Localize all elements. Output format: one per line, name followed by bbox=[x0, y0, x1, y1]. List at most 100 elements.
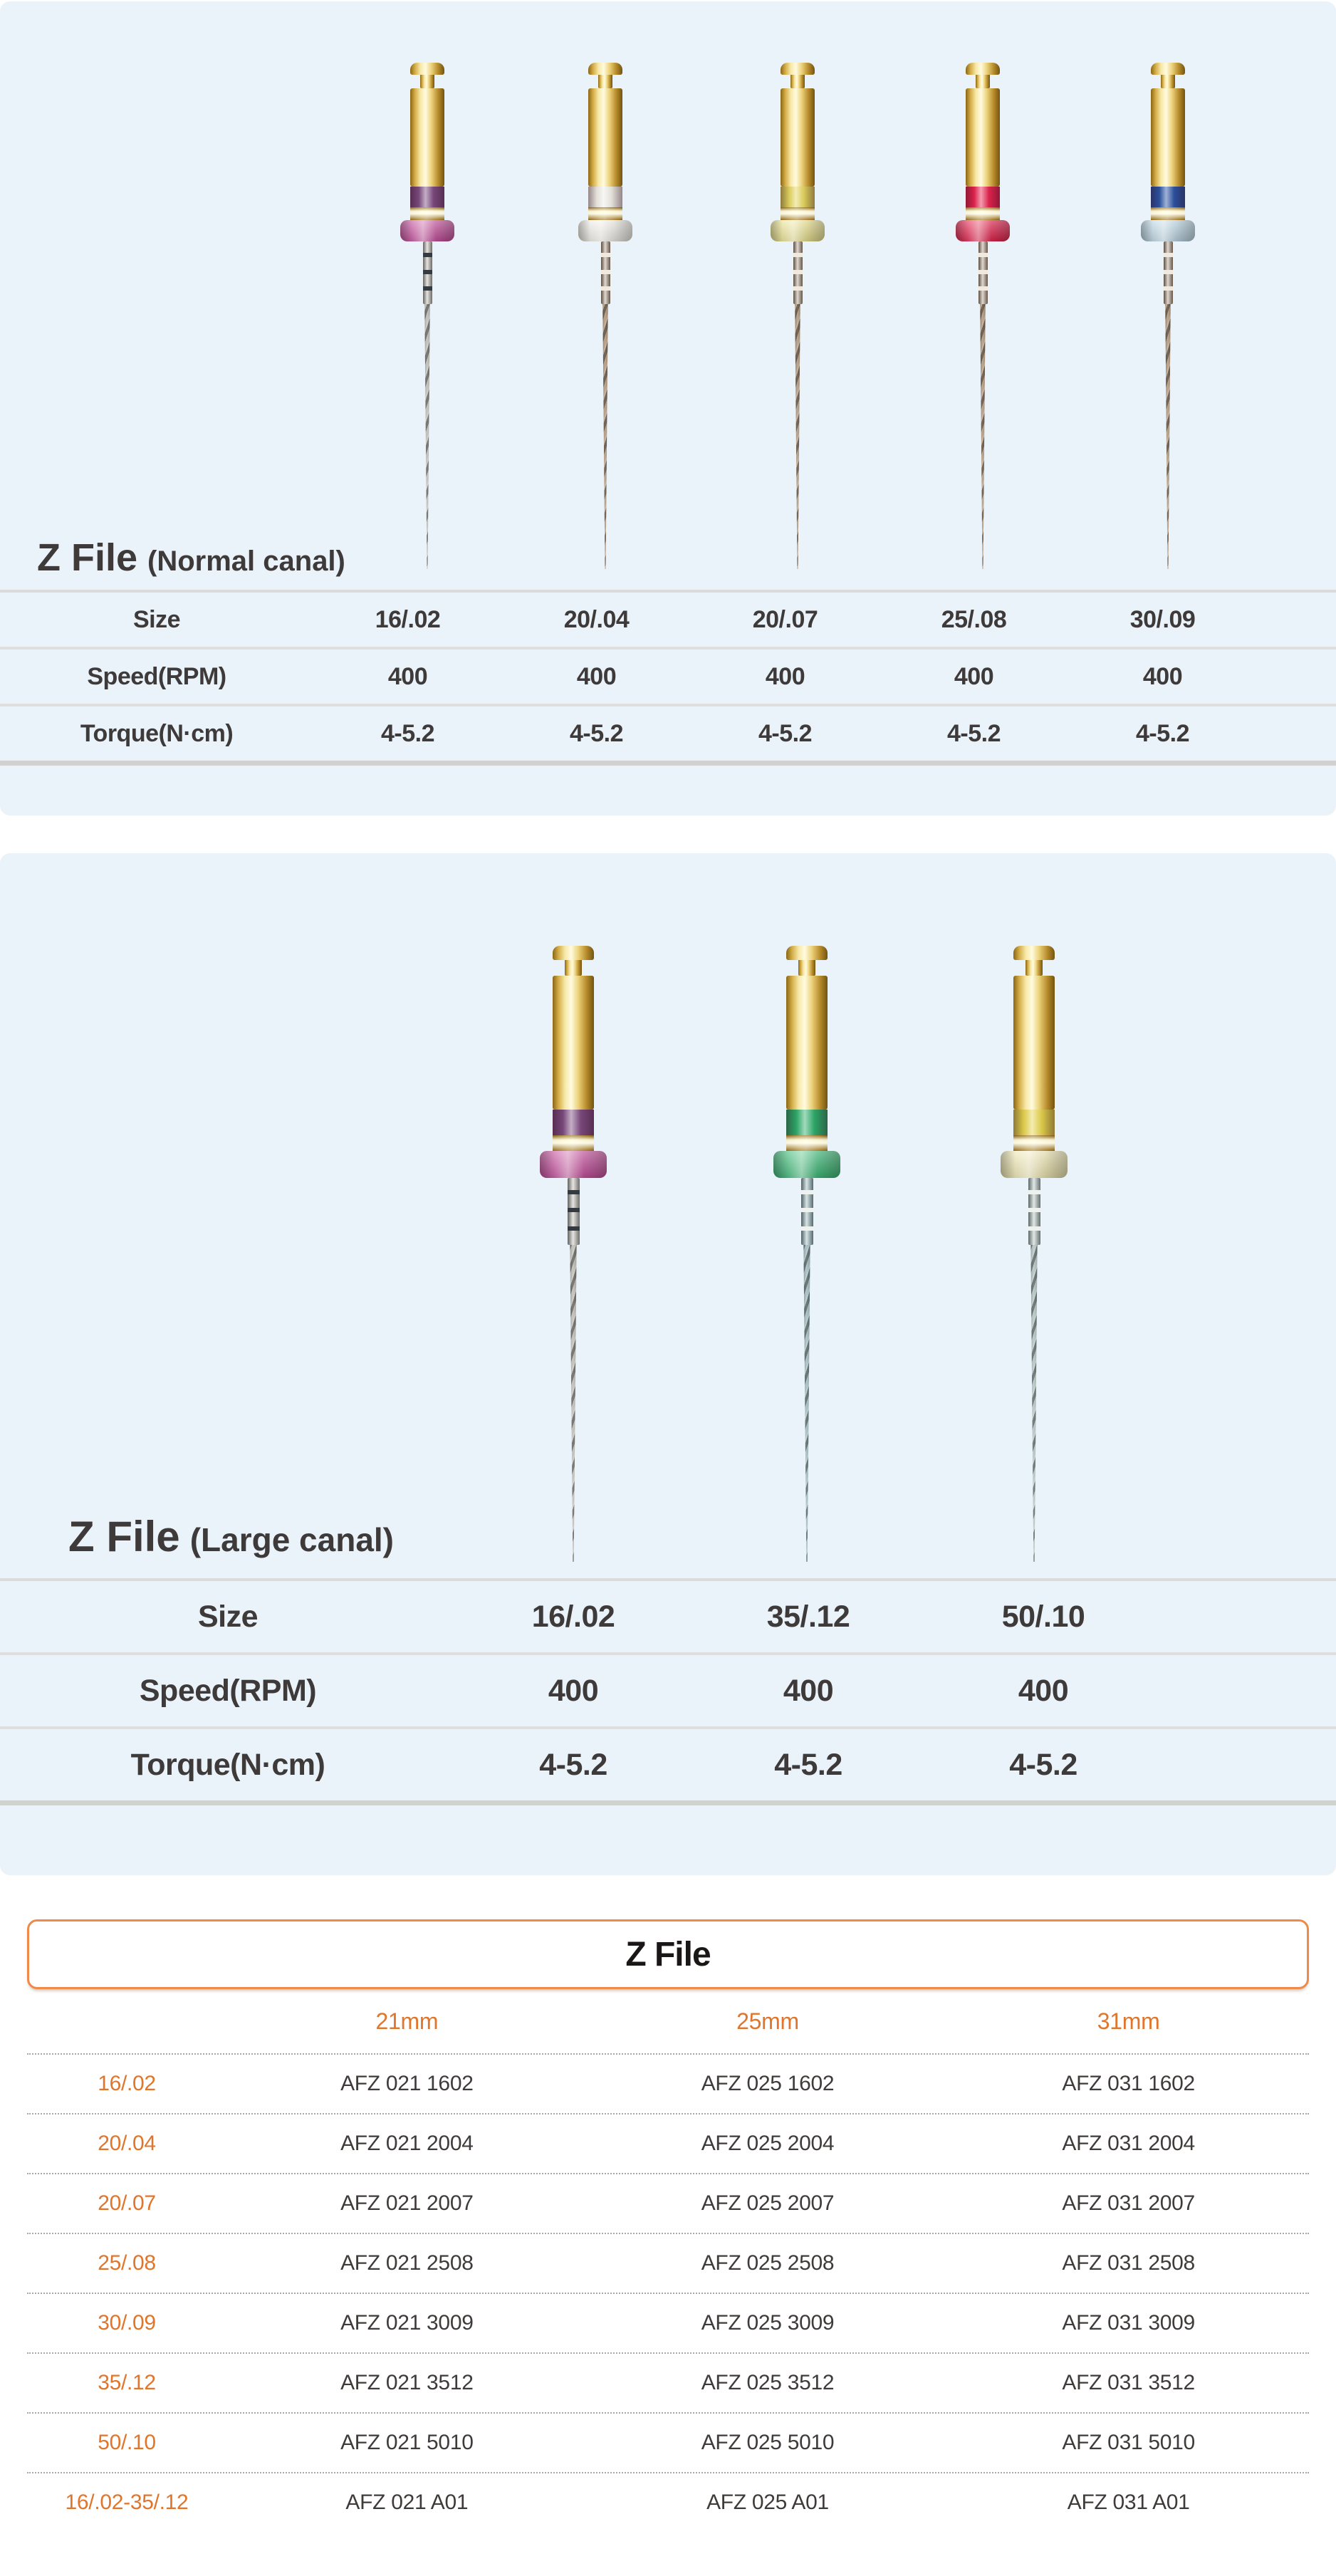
spec-value-cell: 20/.07 bbox=[752, 605, 818, 633]
file-color-band bbox=[410, 187, 444, 207]
spec-table-row: Speed(RPM) 400 400 400 bbox=[0, 1652, 1336, 1726]
catalog-row: 16/.02-35/.12 AFZ 021 A01 AFZ 025 A01 AFZ 0… bbox=[27, 2472, 1309, 2532]
file-image-20/.04 bbox=[578, 63, 632, 569]
file-depth-ring bbox=[1163, 253, 1173, 257]
spec-value-cell: 35/.12 bbox=[766, 1599, 850, 1634]
spec-table-row: Torque(N·cm) 4-5.2 4-5.2 4-5.2 4-5.2 4-5.2 bbox=[0, 704, 1336, 761]
catalog-code-cell: AFZ 021 2508 bbox=[340, 2251, 474, 2275]
file-ferrule bbox=[1151, 207, 1185, 220]
file-depth-ring bbox=[567, 1208, 580, 1212]
file-neck bbox=[798, 960, 815, 976]
file-ferrule bbox=[410, 207, 444, 220]
section-title-main: Z File bbox=[68, 1512, 180, 1560]
spec-value-cell: 400 bbox=[1018, 1673, 1069, 1708]
file-stopper-disc bbox=[400, 220, 454, 241]
spec-value-cell: 400 bbox=[1142, 662, 1183, 690]
spec-value-cell: 400 bbox=[548, 1673, 599, 1708]
spec-value-cell: 25/.08 bbox=[941, 605, 1007, 633]
file-ferrule bbox=[966, 207, 1000, 220]
file-depth-ring bbox=[567, 1190, 580, 1194]
spec-row-label: Speed(RPM) bbox=[87, 662, 226, 690]
spec-value-cell: 16/.02 bbox=[531, 1599, 615, 1634]
file-shaft-upper bbox=[978, 241, 988, 304]
file-depth-ring bbox=[793, 253, 803, 257]
spec-table-large: Size 16/.02 35/.12 50/.10 Speed(RPM) 400 400 40… bbox=[0, 1578, 1336, 1805]
file-shaft-upper bbox=[600, 241, 610, 304]
catalog-size-label: 30/.09 bbox=[98, 2311, 156, 2335]
catalog-code-cell: AFZ 031 2007 bbox=[1062, 2191, 1195, 2215]
file-depth-ring bbox=[800, 1190, 813, 1194]
catalog-code-cell: AFZ 025 2508 bbox=[701, 2251, 835, 2275]
catalog-code-cell: AFZ 021 3512 bbox=[340, 2371, 474, 2394]
catalog-row: 30/.09 AFZ 021 3009 AFZ 025 3009 AFZ 031 30… bbox=[27, 2293, 1309, 2352]
file-ferrule bbox=[588, 207, 622, 220]
file-cap bbox=[966, 63, 1000, 75]
catalog-code-cell: AFZ 031 2004 bbox=[1062, 2132, 1195, 2155]
file-neck bbox=[598, 75, 612, 88]
file-depth-ring bbox=[800, 1226, 813, 1231]
spec-table-normal: Size 16/.02 20/.04 20/.07 25/.08 30/.09 Speed(… bbox=[0, 590, 1336, 766]
file-stopper-disc bbox=[578, 220, 632, 241]
catalog-code-cell: AFZ 025 1602 bbox=[701, 2072, 835, 2095]
file-cutting-flutes bbox=[602, 304, 608, 569]
file-cap bbox=[553, 946, 594, 960]
file-stopper-disc bbox=[773, 1151, 840, 1178]
file-cutting-flutes bbox=[980, 304, 986, 569]
catalog-code-cell: AFZ 025 5010 bbox=[701, 2431, 835, 2454]
catalog-size-label: 20/.07 bbox=[98, 2191, 156, 2215]
spec-value-cell: 4-5.2 bbox=[570, 719, 624, 747]
ordering-table-title: Z File bbox=[625, 1935, 711, 1973]
spec-value-cell: 400 bbox=[576, 662, 617, 690]
spec-row-label: Speed(RPM) bbox=[139, 1673, 317, 1708]
file-cutting-flutes bbox=[570, 1245, 577, 1562]
spec-table-row: Size 16/.02 20/.04 20/.07 25/.08 30/.09 bbox=[0, 593, 1336, 647]
file-image-20/.07 bbox=[771, 63, 825, 569]
catalog-code-cell: AFZ 031 2508 bbox=[1062, 2251, 1195, 2275]
spec-value-cell: 4-5.2 bbox=[539, 1747, 607, 1782]
file-cutting-flutes bbox=[803, 1245, 810, 1562]
spec-table-row: Torque(N·cm) 4-5.2 4-5.2 4-5.2 bbox=[0, 1726, 1336, 1800]
catalog-code-cell: AFZ 025 3009 bbox=[701, 2311, 835, 2335]
file-depth-ring bbox=[600, 286, 610, 291]
file-depth-ring bbox=[600, 270, 610, 274]
spec-row-label: Size bbox=[132, 605, 181, 633]
file-handle bbox=[786, 976, 828, 1110]
file-color-band bbox=[588, 187, 622, 207]
catalog-size-label: 16/.02-35/.12 bbox=[65, 2491, 189, 2514]
file-shaft-upper bbox=[800, 1178, 813, 1245]
catalog-code-cell: AFZ 031 3009 bbox=[1062, 2311, 1195, 2335]
file-neck bbox=[790, 75, 805, 88]
catalog-code-cell: AFZ 025 3512 bbox=[701, 2371, 835, 2394]
spec-value-cell: 400 bbox=[954, 662, 994, 690]
file-depth-ring bbox=[1028, 1208, 1040, 1212]
file-cap bbox=[781, 63, 815, 75]
file-handle bbox=[1013, 976, 1055, 1110]
file-handle bbox=[553, 976, 594, 1110]
file-color-band bbox=[786, 1110, 828, 1135]
file-image-30/.09 bbox=[1141, 63, 1195, 569]
file-depth-ring bbox=[1028, 1226, 1040, 1231]
catalog-row: 20/.04 AFZ 021 2004 AFZ 025 2004 AFZ 031 20… bbox=[27, 2113, 1309, 2173]
file-handle bbox=[781, 88, 815, 187]
section-title-normal: Z File (Normal canal) bbox=[37, 536, 345, 580]
file-ferrule bbox=[1013, 1135, 1055, 1151]
catalog-code-cell: AFZ 021 1602 bbox=[340, 2072, 474, 2095]
file-color-band bbox=[781, 187, 815, 207]
spec-value-cell: 4-5.2 bbox=[758, 719, 813, 747]
section-title-main: Z File bbox=[37, 536, 138, 579]
ordering-table-header-row: 21mm 25mm 31mm bbox=[27, 1989, 1309, 2053]
file-depth-ring bbox=[567, 1226, 580, 1231]
file-stopper-disc bbox=[771, 220, 825, 241]
file-image-35/.12 bbox=[773, 946, 840, 1562]
section-title-large: Z File (Large canal) bbox=[68, 1512, 394, 1561]
file-depth-ring bbox=[978, 270, 988, 274]
spec-value-cell: 4-5.2 bbox=[381, 719, 435, 747]
file-depth-ring bbox=[422, 253, 432, 257]
spec-value-cell: 400 bbox=[783, 1673, 834, 1708]
catalog-code-cell: AFZ 031 A01 bbox=[1067, 2491, 1190, 2514]
file-depth-ring bbox=[793, 286, 803, 291]
file-color-band bbox=[1013, 1110, 1055, 1135]
file-ferrule bbox=[786, 1135, 828, 1151]
file-shaft-upper bbox=[793, 241, 803, 304]
